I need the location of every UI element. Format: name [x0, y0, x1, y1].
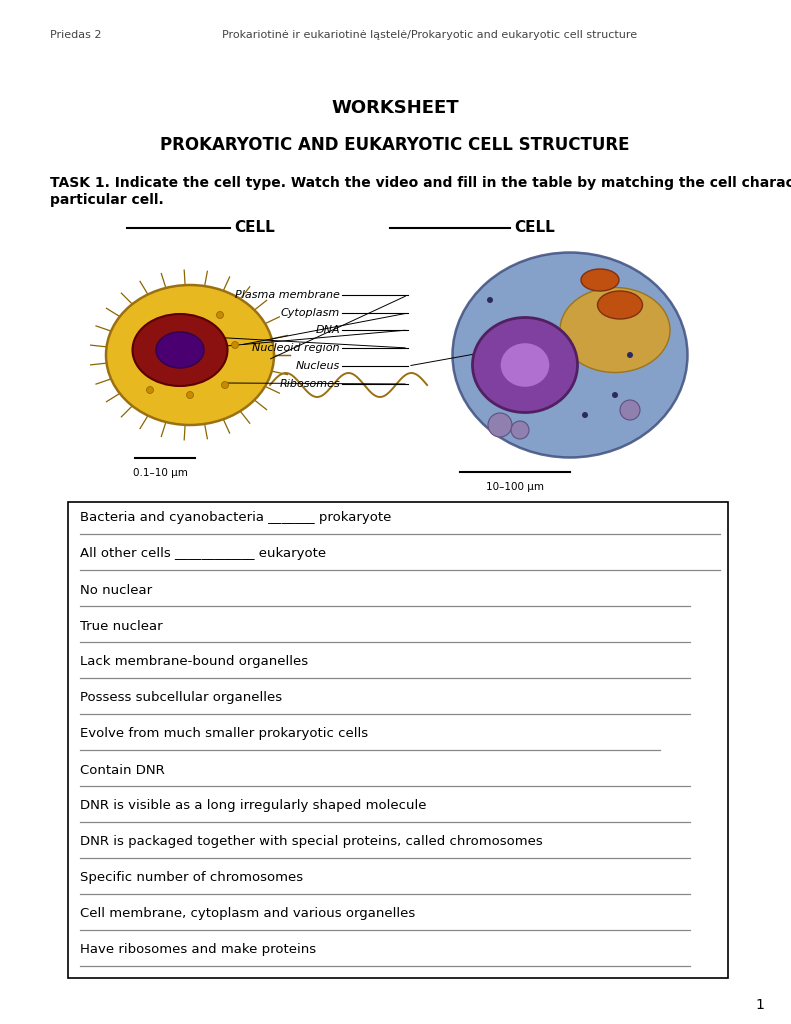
Text: Prokariotinė ir eukariotinė ląstelė/Prokaryotic and eukaryotic cell structure: Prokariotinė ir eukariotinė ląstelė/Prok… — [222, 30, 638, 40]
Ellipse shape — [187, 391, 194, 398]
Text: 1: 1 — [755, 998, 764, 1012]
Ellipse shape — [487, 297, 493, 303]
Text: Nucleoid region: Nucleoid region — [252, 343, 340, 353]
Ellipse shape — [232, 341, 239, 348]
Text: 10–100 μm: 10–100 μm — [486, 482, 544, 492]
Ellipse shape — [133, 314, 228, 386]
Text: Cell membrane, cytoplasm and various organelles: Cell membrane, cytoplasm and various org… — [80, 907, 415, 921]
Text: Lack membrane-bound organelles: Lack membrane-bound organelles — [80, 655, 308, 669]
Text: Nucleus: Nucleus — [296, 361, 340, 371]
Ellipse shape — [221, 382, 229, 388]
Text: No nuclear: No nuclear — [80, 584, 157, 597]
Ellipse shape — [560, 288, 670, 373]
Text: TASK 1. Indicate the cell type. Watch the video and fill in the table by matchin: TASK 1. Indicate the cell type. Watch th… — [50, 176, 791, 190]
Ellipse shape — [156, 332, 204, 368]
Text: Contain DNR: Contain DNR — [80, 764, 165, 776]
Text: All other cells ____________ eukaryote: All other cells ____________ eukaryote — [80, 548, 326, 560]
Text: Cytoplasm: Cytoplasm — [281, 308, 340, 318]
Ellipse shape — [582, 412, 588, 418]
Ellipse shape — [217, 311, 224, 318]
Ellipse shape — [627, 352, 633, 358]
Text: Bacteria and cyanobacteria _______ prokaryote: Bacteria and cyanobacteria _______ proka… — [80, 512, 392, 524]
Ellipse shape — [511, 421, 529, 439]
Text: DNR is packaged together with special proteins, called chromosomes: DNR is packaged together with special pr… — [80, 836, 543, 849]
Text: particular cell.: particular cell. — [50, 193, 164, 207]
Text: Priedas 2: Priedas 2 — [50, 30, 101, 40]
Ellipse shape — [612, 392, 618, 398]
Ellipse shape — [581, 269, 619, 291]
FancyBboxPatch shape — [68, 502, 728, 978]
Text: Evolve from much smaller prokaryotic cells: Evolve from much smaller prokaryotic cel… — [80, 727, 368, 740]
Text: True nuclear: True nuclear — [80, 620, 163, 633]
Ellipse shape — [146, 386, 153, 393]
Text: Have ribosomes and make proteins: Have ribosomes and make proteins — [80, 943, 316, 956]
Ellipse shape — [452, 253, 687, 458]
Text: CELL: CELL — [514, 220, 554, 236]
Ellipse shape — [106, 285, 274, 425]
Ellipse shape — [488, 413, 512, 437]
Ellipse shape — [472, 317, 577, 413]
Text: PROKARYOTIC AND EUKARYOTIC CELL STRUCTURE: PROKARYOTIC AND EUKARYOTIC CELL STRUCTUR… — [161, 136, 630, 154]
Text: Possess subcellular organelles: Possess subcellular organelles — [80, 691, 282, 705]
Text: Specific number of chromosomes: Specific number of chromosomes — [80, 871, 303, 885]
Ellipse shape — [620, 400, 640, 420]
Text: CELL: CELL — [234, 220, 274, 236]
Text: Plasma membrane: Plasma membrane — [235, 290, 340, 300]
Text: DNA: DNA — [316, 325, 340, 335]
Text: Ribosomes: Ribosomes — [279, 379, 340, 389]
Ellipse shape — [500, 342, 550, 387]
Text: DNR is visible as a long irregularly shaped molecule: DNR is visible as a long irregularly sha… — [80, 800, 426, 812]
Text: WORKSHEET: WORKSHEET — [331, 99, 459, 117]
Ellipse shape — [597, 291, 642, 319]
Text: 0.1–10 μm: 0.1–10 μm — [133, 468, 187, 478]
